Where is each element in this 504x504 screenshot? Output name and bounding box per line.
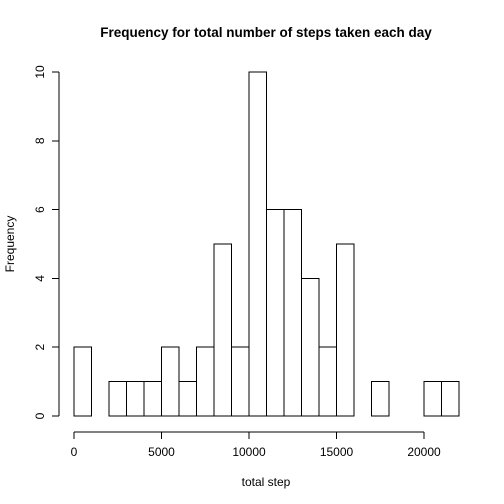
- x-axis: 0 5000 10000 15000 20000: [71, 431, 441, 459]
- y-tick-label: 0: [33, 412, 47, 419]
- histogram-bar: [423, 381, 442, 417]
- histogram-bar: [371, 381, 390, 417]
- y-tick-label: 2: [33, 344, 47, 351]
- histogram-bar: [231, 346, 250, 417]
- x-tick-label: 0: [71, 445, 78, 459]
- x-axis-label: total step: [242, 475, 291, 489]
- histogram-bar: [301, 277, 320, 417]
- histogram-bar: [178, 381, 197, 417]
- histogram-bar: [73, 346, 92, 417]
- chart-title: Frequency for total number of steps take…: [100, 25, 432, 40]
- y-tick-label: 8: [33, 137, 47, 144]
- x-tick-label: 15000: [320, 445, 354, 459]
- histogram-bar: [248, 71, 267, 417]
- histogram-bar: [336, 243, 355, 417]
- histogram-bar: [126, 381, 145, 417]
- x-tick-label: 5000: [148, 445, 175, 459]
- x-tick-label: 20000: [407, 445, 441, 459]
- histogram-bar: [108, 381, 127, 417]
- histogram-bar: [213, 243, 232, 417]
- histogram-bar: [283, 209, 302, 417]
- y-tick-label: 6: [33, 206, 47, 213]
- histogram-bar: [143, 381, 162, 417]
- x-tick-label: 10000: [232, 445, 266, 459]
- y-axis: 0 2 4 6 8 10: [33, 65, 60, 419]
- histogram-bar: [441, 381, 460, 417]
- histogram-bar: [196, 346, 215, 417]
- y-tick-label: 10: [33, 65, 47, 79]
- histogram-bar: [266, 209, 285, 417]
- bars-group: [73, 71, 460, 417]
- y-axis-label: Frequency: [3, 216, 17, 273]
- histogram-bar: [161, 346, 180, 417]
- y-tick-label: 4: [33, 275, 47, 282]
- histogram-bar: [318, 346, 337, 417]
